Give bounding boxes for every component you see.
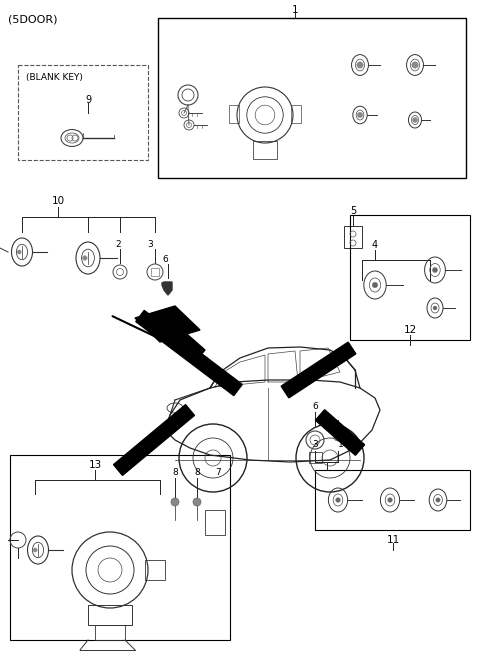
Bar [88,605,132,625]
Bar [344,226,362,248]
Text: 3: 3 [312,440,318,449]
Polygon shape [170,328,205,362]
Bar [291,105,301,123]
Circle shape [193,498,201,506]
Circle shape [433,306,437,310]
Polygon shape [281,342,356,398]
Circle shape [357,112,363,117]
Bar [10,455,230,640]
Circle shape [171,498,179,506]
Text: 11: 11 [386,535,400,545]
Bar [95,625,125,640]
Circle shape [436,498,440,502]
Circle shape [412,62,418,68]
Bar [158,18,466,178]
Circle shape [372,282,378,288]
Text: 1: 1 [292,5,298,15]
Circle shape [17,250,21,254]
Text: (5DOOR): (5DOOR) [8,14,58,24]
Polygon shape [135,306,200,342]
Text: 10: 10 [51,196,65,206]
Bar [145,560,165,580]
Polygon shape [113,405,194,476]
Text: 14: 14 [338,440,349,449]
Text: 12: 12 [403,325,417,335]
Polygon shape [315,410,365,455]
Bar [205,510,225,535]
Circle shape [336,498,340,502]
Circle shape [432,268,438,273]
Polygon shape [136,310,242,396]
Text: (BLANK KEY): (BLANK KEY) [26,73,83,82]
Bar [350,215,470,340]
Text: 5: 5 [350,206,356,216]
Text: 9: 9 [85,95,91,105]
Text: 3: 3 [147,240,153,249]
Circle shape [357,62,363,68]
Text: 7: 7 [215,468,221,477]
Circle shape [412,117,418,123]
Circle shape [388,498,392,502]
Text: 13: 13 [88,460,102,470]
Polygon shape [162,282,172,295]
Circle shape [33,548,37,552]
Bar [151,268,159,276]
Text: 6: 6 [162,255,168,264]
Circle shape [83,256,87,260]
Text: 8: 8 [172,468,178,477]
Text: 8: 8 [194,468,200,477]
Bar [253,141,277,159]
Text: 4: 4 [372,240,378,250]
Bar [309,452,322,463]
Text: 2: 2 [115,240,121,249]
Circle shape [334,433,342,441]
Bar [315,470,470,530]
Bar [18,65,148,160]
Bar [229,105,239,123]
Text: 6: 6 [312,402,318,411]
